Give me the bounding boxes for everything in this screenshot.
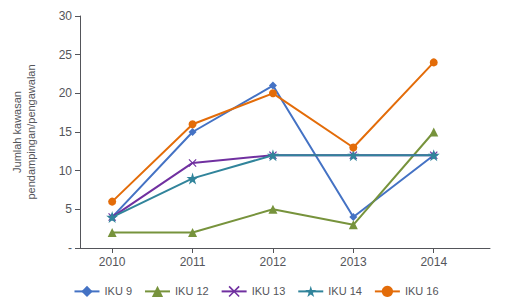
svg-text:IKU 9: IKU 9 [104,285,132,297]
svg-text:5: 5 [65,202,72,216]
svg-text:Jumlah kawasan: Jumlah kawasan [11,91,23,173]
svg-text:25: 25 [59,48,73,62]
svg-text:2011: 2011 [180,255,206,269]
svg-text:2013: 2013 [340,255,367,269]
svg-text:10: 10 [59,164,73,178]
svg-text:2010: 2010 [99,255,126,269]
svg-text:2012: 2012 [260,255,287,269]
svg-text:IKU 14: IKU 14 [328,285,362,297]
svg-text:IKU 13: IKU 13 [252,285,286,297]
svg-text:IKU 16: IKU 16 [405,285,439,297]
svg-text:pendampingan/pengawalan: pendampingan/pengawalan [25,64,37,199]
svg-text:20: 20 [59,86,73,100]
svg-text:2014: 2014 [420,255,447,269]
svg-text:30: 30 [59,9,73,23]
svg-text:IKU 12: IKU 12 [175,285,209,297]
svg-text:15: 15 [59,125,73,139]
svg-text:-: - [68,241,72,255]
